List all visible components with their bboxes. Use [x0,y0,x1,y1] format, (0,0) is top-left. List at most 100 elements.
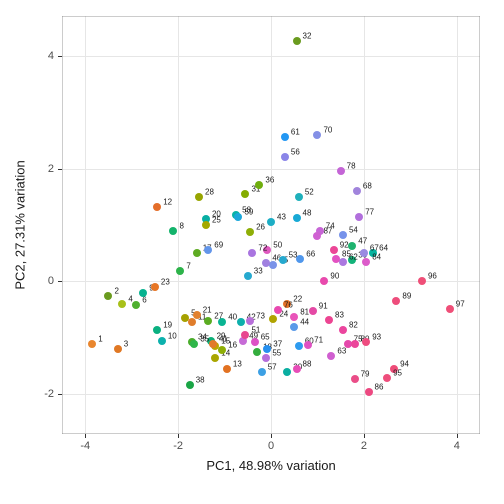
scatter-point [202,221,210,229]
scatter-point [362,338,370,346]
scatter-point [255,181,263,189]
point-label: 78 [347,162,356,171]
point-label: 2 [114,286,118,295]
point-label: 69 [214,241,223,250]
scatter-point [325,316,333,324]
x-tick-label: 2 [361,440,367,452]
point-label: 44 [300,317,309,326]
point-label: 36 [265,176,274,185]
point-label: 43 [277,213,286,222]
scatter-point [320,277,328,285]
point-label: 32 [303,32,312,41]
x-tick-label: -2 [173,440,183,452]
scatter-point [330,246,338,254]
scatter-point [118,300,126,308]
scatter-point [153,326,161,334]
point-label: 82 [349,320,358,329]
point-label: 86 [375,382,384,391]
scatter-point [283,368,291,376]
plot-area: 1234567891011121314151617181920212223242… [62,16,480,434]
scatter-point [151,283,159,291]
point-label: 54 [349,226,358,235]
scatter-point [339,258,347,266]
point-label: 7 [186,262,190,271]
point-label: 83 [335,310,344,319]
point-label: 61 [291,128,300,137]
scatter-point [114,345,122,353]
scatter-point [251,338,259,346]
scatter-point [88,340,96,348]
scatter-point [269,315,277,323]
scatter-point [313,131,321,139]
y-tick-label: 4 [48,50,54,62]
scatter-point [351,340,359,348]
point-label: 6 [142,296,146,305]
scatter-point [263,345,271,353]
scatter-point [204,246,212,254]
point-label: 92 [340,241,349,250]
scatter-point [274,306,282,314]
point-label: 76 [284,300,293,309]
point-label: 89 [402,292,411,301]
point-label: 22 [293,295,302,304]
scatter-point [248,249,256,257]
scatter-point [169,227,177,235]
x-tick-label: 4 [454,440,460,452]
scatter-point [290,313,298,321]
scatter-point [176,267,184,275]
point-label: 21 [203,306,212,315]
scatter-point [295,193,303,201]
point-label: 50 [273,241,282,250]
point-label: 23 [161,278,170,287]
point-label: 56 [291,148,300,157]
point-label: 85 [342,249,351,258]
point-label: 12 [163,197,172,206]
point-label: 79 [361,369,370,378]
point-label: 48 [303,209,312,218]
scatter-point [339,231,347,239]
scatter-point [241,331,249,339]
y-axis-title: PC2, 27.31% variation [13,160,28,289]
scatter-point [153,203,161,211]
point-label: 88 [303,360,312,369]
point-label: 19 [163,320,172,329]
point-label: 91 [319,301,328,310]
scatter-point [246,228,254,236]
scatter-point [313,232,321,240]
point-label: 96 [428,272,437,281]
pca-scatter-chart: 1234567891011121314151617181920212223242… [0,0,504,504]
point-label: 26 [256,222,265,231]
point-label: 33 [254,266,263,275]
point-label: 16 [228,341,237,350]
point-label: 59 [244,207,253,216]
point-label: 28 [205,187,214,196]
scatter-point [337,167,345,175]
y-tick-label: 0 [48,275,54,287]
scatter-point [139,289,147,297]
scatter-point [253,348,261,356]
point-label: 63 [337,347,346,356]
point-label: 66 [306,249,315,258]
scatter-point [293,365,301,373]
point-label: 93 [372,333,381,342]
point-label: 81 [300,307,309,316]
scatter-point [365,388,373,396]
scatter-point [193,311,201,319]
scatter-point [296,255,304,263]
scatter-point [362,258,370,266]
scatter-point [241,190,249,198]
point-label: 35 [200,334,209,343]
scatter-point [158,337,166,345]
scatter-point [223,365,231,373]
point-label: 41 [219,334,228,343]
scatter-point [218,318,226,326]
point-label: 1 [98,334,102,343]
y-tick-label: -2 [44,388,54,400]
scatter-point [244,272,252,280]
scatter-point [293,214,301,222]
scatter-point [190,340,198,348]
point-label: 13 [233,360,242,369]
y-tick-label: 2 [48,163,54,175]
point-label: 55 [272,348,281,357]
scatter-point [383,374,391,382]
